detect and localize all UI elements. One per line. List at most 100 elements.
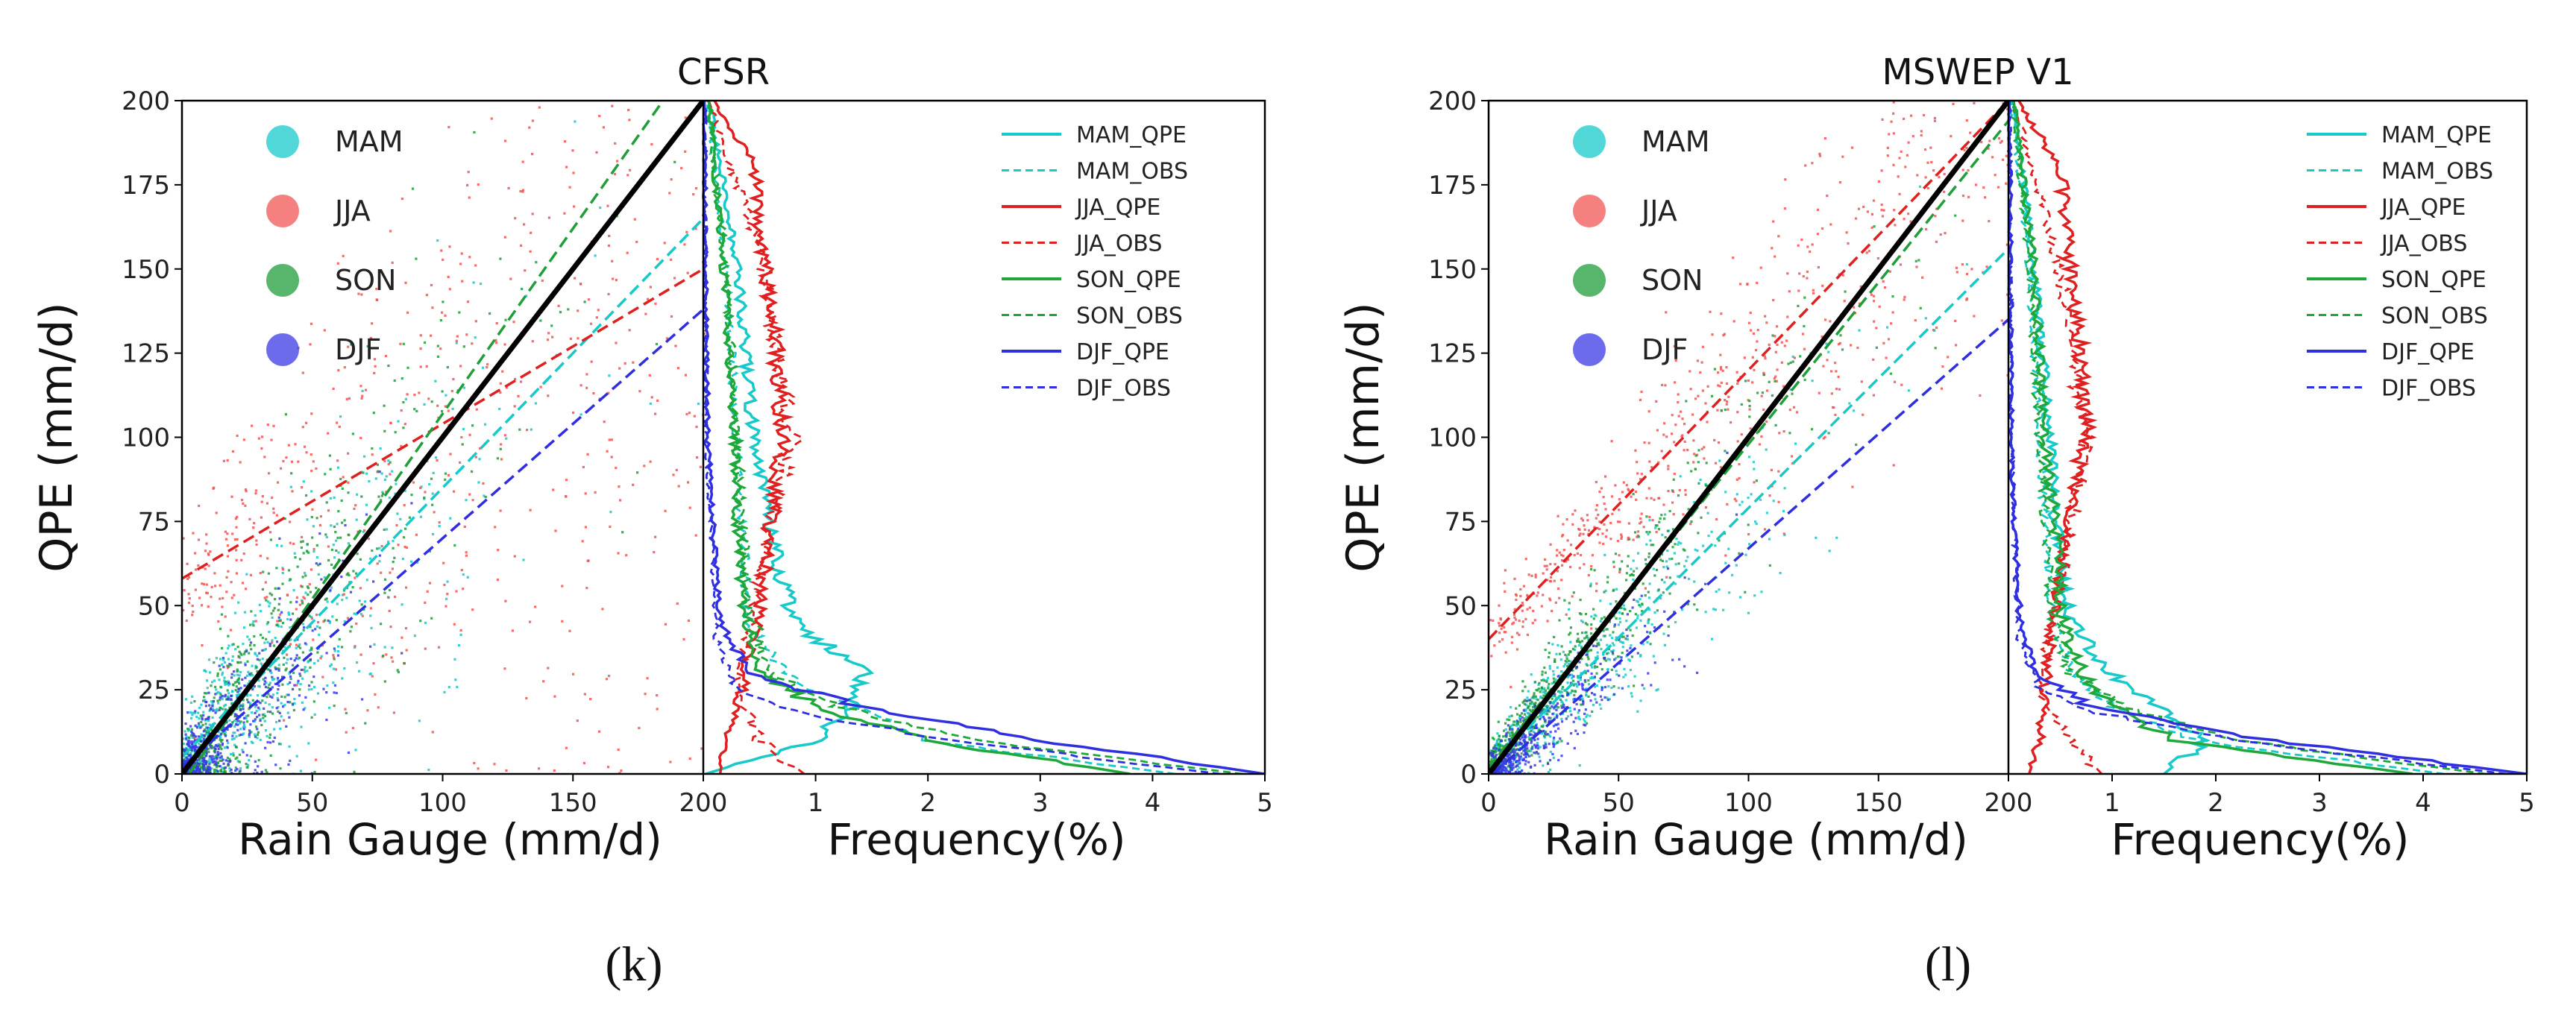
scatter-point — [283, 646, 286, 649]
scatter-point — [579, 283, 582, 286]
scatter-point — [1683, 440, 1686, 443]
scatter-point — [1988, 220, 1991, 223]
scatter-point — [298, 688, 301, 691]
scatter-point — [1720, 312, 1723, 315]
scatter-point — [351, 586, 354, 589]
scatter-point — [236, 768, 239, 771]
scatter-point — [316, 692, 320, 695]
scatter-point — [199, 766, 203, 769]
scatter-point — [1492, 754, 1495, 757]
scatter-point — [1504, 760, 1507, 763]
scatter-point — [247, 682, 250, 685]
scatter-point — [1498, 772, 1501, 774]
scatter-point — [1740, 433, 1743, 436]
scatter-point — [1844, 290, 1847, 293]
scatter-point — [1689, 388, 1692, 391]
scatter-point — [1586, 514, 1589, 517]
scatter-point — [270, 593, 274, 596]
scatter-point — [1536, 747, 1539, 750]
scatter-point — [1622, 676, 1625, 678]
scatter-point — [374, 693, 377, 696]
scatter-point — [1632, 538, 1635, 541]
scatter-point — [1803, 324, 1806, 328]
scatter-point — [1518, 771, 1521, 774]
scatter-point — [619, 499, 622, 502]
scatter-point — [1880, 209, 1883, 212]
scatter-point — [305, 421, 308, 424]
scatter-point — [665, 337, 669, 340]
scatter-point — [1572, 684, 1575, 687]
scatter-point — [1501, 766, 1504, 769]
scatter-point — [403, 662, 406, 665]
scatter-point — [248, 517, 251, 520]
scatter-point — [378, 547, 381, 549]
scatter-point — [192, 740, 195, 743]
scatter-point — [687, 619, 691, 623]
scatter-point — [1640, 473, 1643, 476]
scatter-point — [208, 758, 211, 760]
scatter-point — [1625, 655, 1628, 658]
scatter-point — [1799, 355, 1802, 358]
scatter-point — [1847, 242, 1850, 245]
scatter-point — [1683, 449, 1686, 452]
scatter-point — [198, 706, 201, 709]
scatter-point — [343, 519, 346, 522]
scatter-point — [608, 234, 611, 237]
scatter-point — [1646, 640, 1649, 643]
scatter-point — [1580, 703, 1583, 706]
scatter-point — [219, 735, 222, 738]
scatter-point — [285, 725, 288, 728]
scatter-point — [572, 411, 575, 415]
scatter-point — [1514, 770, 1517, 773]
scatter-point — [234, 757, 237, 760]
scatter-point — [1706, 511, 1709, 514]
scatter-point — [1540, 678, 1543, 682]
scatter-point — [287, 444, 290, 447]
scatter-point — [1577, 527, 1580, 531]
scatter-point — [1585, 690, 1588, 693]
scatter-point — [1696, 359, 1699, 362]
scatter-point — [189, 734, 192, 737]
scatter-point — [1738, 463, 1741, 466]
scatter-point — [1880, 204, 1883, 207]
scatter-point — [238, 690, 241, 693]
scatter-point — [1892, 464, 1895, 467]
scatter-point — [590, 360, 593, 363]
scatter-point — [378, 560, 381, 563]
scatter-point — [202, 766, 205, 769]
scatter-point — [237, 687, 240, 690]
scatter-point — [1777, 235, 1780, 238]
scatter-point — [1636, 567, 1639, 570]
scatter-point — [242, 626, 245, 629]
scatter-point — [1661, 559, 1664, 562]
scatter-point — [183, 762, 186, 765]
scatter-point — [573, 205, 576, 208]
scatter-point — [260, 770, 263, 773]
scatter-point — [1761, 391, 1764, 394]
scatter-point — [1566, 715, 1570, 718]
scatter-point — [1673, 552, 1676, 555]
scatter-point — [400, 198, 403, 201]
scatter-point — [462, 588, 465, 591]
scatter-point — [230, 772, 233, 774]
scatter-point — [1618, 611, 1621, 614]
scatter-point — [187, 754, 191, 757]
scatter-point — [1629, 646, 1632, 649]
scatter-point — [1595, 645, 1598, 648]
scatter-point — [228, 706, 231, 709]
scatter-point — [210, 596, 213, 599]
scatter-point — [230, 581, 233, 584]
scatter-point — [347, 491, 350, 494]
scatter-point — [371, 322, 374, 325]
scatter-point — [1591, 710, 1594, 714]
scatter-point — [284, 413, 287, 416]
scatter-point — [277, 602, 280, 605]
scatter-point — [262, 570, 265, 573]
scatter-point — [625, 554, 628, 557]
scatter-point — [466, 300, 470, 303]
scatter-point — [1647, 410, 1650, 413]
scatter-point — [1823, 137, 1826, 140]
scatter-point — [563, 140, 567, 143]
scatter-point — [286, 658, 289, 661]
scatter-point — [1521, 716, 1524, 719]
